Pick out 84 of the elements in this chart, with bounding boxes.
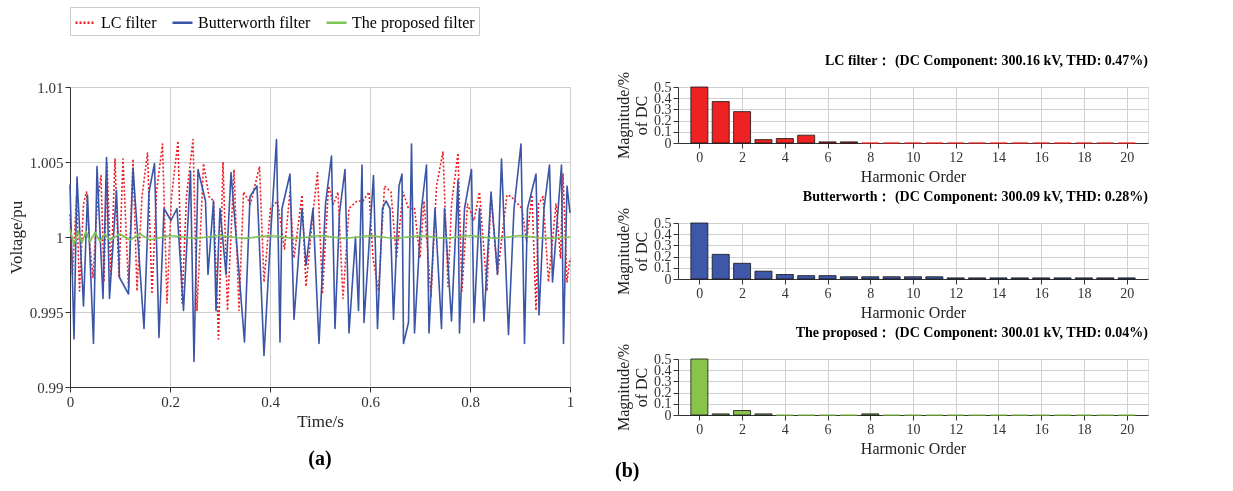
- x-tick-label: 6: [824, 421, 832, 437]
- x-tick-label: 8: [867, 421, 875, 437]
- x-tick-label: 0.2: [161, 393, 180, 410]
- bar: [818, 275, 837, 280]
- x-tick-label: 0.6: [361, 393, 381, 410]
- y-tick-label: 1: [56, 229, 64, 246]
- x-axis-title: Harmonic Order: [860, 439, 967, 457]
- bar: [733, 410, 751, 416]
- x-tick-label: 16: [1034, 285, 1049, 301]
- bar: [733, 262, 751, 280]
- bar: [882, 276, 901, 280]
- x-tick-label: 0: [696, 421, 704, 437]
- text: (b): [615, 458, 640, 482]
- x-tick-label: 0.4: [261, 393, 281, 410]
- x-tick-label: 14: [991, 421, 1006, 437]
- x-tick-label: 16: [1034, 421, 1049, 437]
- legend-label: LC filter: [101, 13, 158, 31]
- chart-title: LC filter： (DC Component: 300.16 kV, THD: 0.47%): [824, 53, 1149, 70]
- x-tick-label: 14: [991, 285, 1006, 301]
- bar: [775, 274, 794, 280]
- x-tick-label: 8: [867, 149, 875, 165]
- x-tick-label: 18: [1077, 149, 1092, 165]
- legend-label: Butterworth filter: [198, 13, 312, 31]
- bar: [711, 101, 730, 144]
- y-axis-title: Magnitude/% of DC: [615, 71, 650, 160]
- bar: [711, 253, 730, 280]
- bar: [754, 270, 773, 280]
- x-tick-label: 0: [696, 285, 704, 301]
- chart-title: The proposed： (DC Component: 300.01 kV, THD: 0.04%): [795, 325, 1149, 342]
- x-tick-label: 0: [66, 393, 75, 410]
- x-tick-label: 2: [739, 285, 747, 301]
- x-tick-label: 16: [1034, 149, 1049, 165]
- x-tick-label: 12: [949, 149, 964, 165]
- line-series: [69, 228, 571, 246]
- x-tick-label: 1: [566, 393, 575, 410]
- y-tick-label: 0: [664, 271, 672, 287]
- y-tick-label: 0: [664, 407, 672, 423]
- x-tick-label: 10: [906, 149, 921, 165]
- y-tick-label: 1.005: [29, 154, 64, 171]
- x-tick-label: 4: [781, 421, 789, 437]
- bar: [925, 276, 944, 280]
- bar: [690, 222, 709, 280]
- bar: [904, 276, 922, 280]
- x-tick-label: 10: [906, 285, 921, 301]
- y-tick-label: 1.01: [37, 79, 64, 96]
- bar: [797, 134, 816, 144]
- legend-label: The proposed filter: [352, 13, 476, 32]
- x-tick-label: 4: [781, 149, 789, 165]
- x-tick-label: 8: [867, 285, 875, 301]
- bar: [754, 139, 773, 144]
- text: (a): [308, 447, 332, 470]
- bar: [690, 86, 709, 144]
- y-axis-title: Voltage/pu: [6, 200, 26, 275]
- x-tick-label: 20: [1120, 285, 1135, 301]
- x-tick-label: 20: [1120, 421, 1135, 437]
- y-tick-label: 0: [664, 135, 672, 151]
- x-tick-label: 2: [739, 149, 747, 165]
- x-tick-label: 12: [949, 285, 964, 301]
- x-tick-label: 18: [1077, 285, 1092, 301]
- x-tick-label: 14: [991, 149, 1006, 165]
- x-axis-title: Time/s: [297, 411, 344, 431]
- bar: [797, 275, 816, 280]
- bar: [733, 111, 751, 144]
- bar: [840, 276, 858, 280]
- y-tick-label: 0.995: [29, 304, 64, 321]
- chart-title: Butterworth： (DC Component: 300.09 kV, THD: 0.28%): [802, 189, 1149, 206]
- x-tick-label: 4: [781, 285, 789, 301]
- x-tick-label: 0: [696, 149, 704, 165]
- x-tick-label: 6: [824, 149, 832, 165]
- bar: [690, 358, 709, 416]
- bar: [861, 276, 880, 280]
- y-tick-label: 0.99: [37, 379, 64, 396]
- bar: [775, 138, 794, 144]
- x-tick-label: 20: [1120, 149, 1135, 165]
- x-tick-label: 10: [906, 421, 921, 437]
- x-axis-title: Harmonic Order: [860, 167, 967, 185]
- x-tick-label: 18: [1077, 421, 1092, 437]
- x-axis-title: Harmonic Order: [860, 303, 967, 321]
- x-tick-label: 12: [949, 421, 964, 437]
- x-tick-label: 2: [739, 421, 747, 437]
- x-tick-label: 6: [824, 285, 832, 301]
- y-axis-title: Magnitude/% of DC: [615, 207, 650, 296]
- x-tick-label: 0.8: [461, 393, 480, 410]
- y-axis-title: Magnitude/% of DC: [615, 343, 650, 432]
